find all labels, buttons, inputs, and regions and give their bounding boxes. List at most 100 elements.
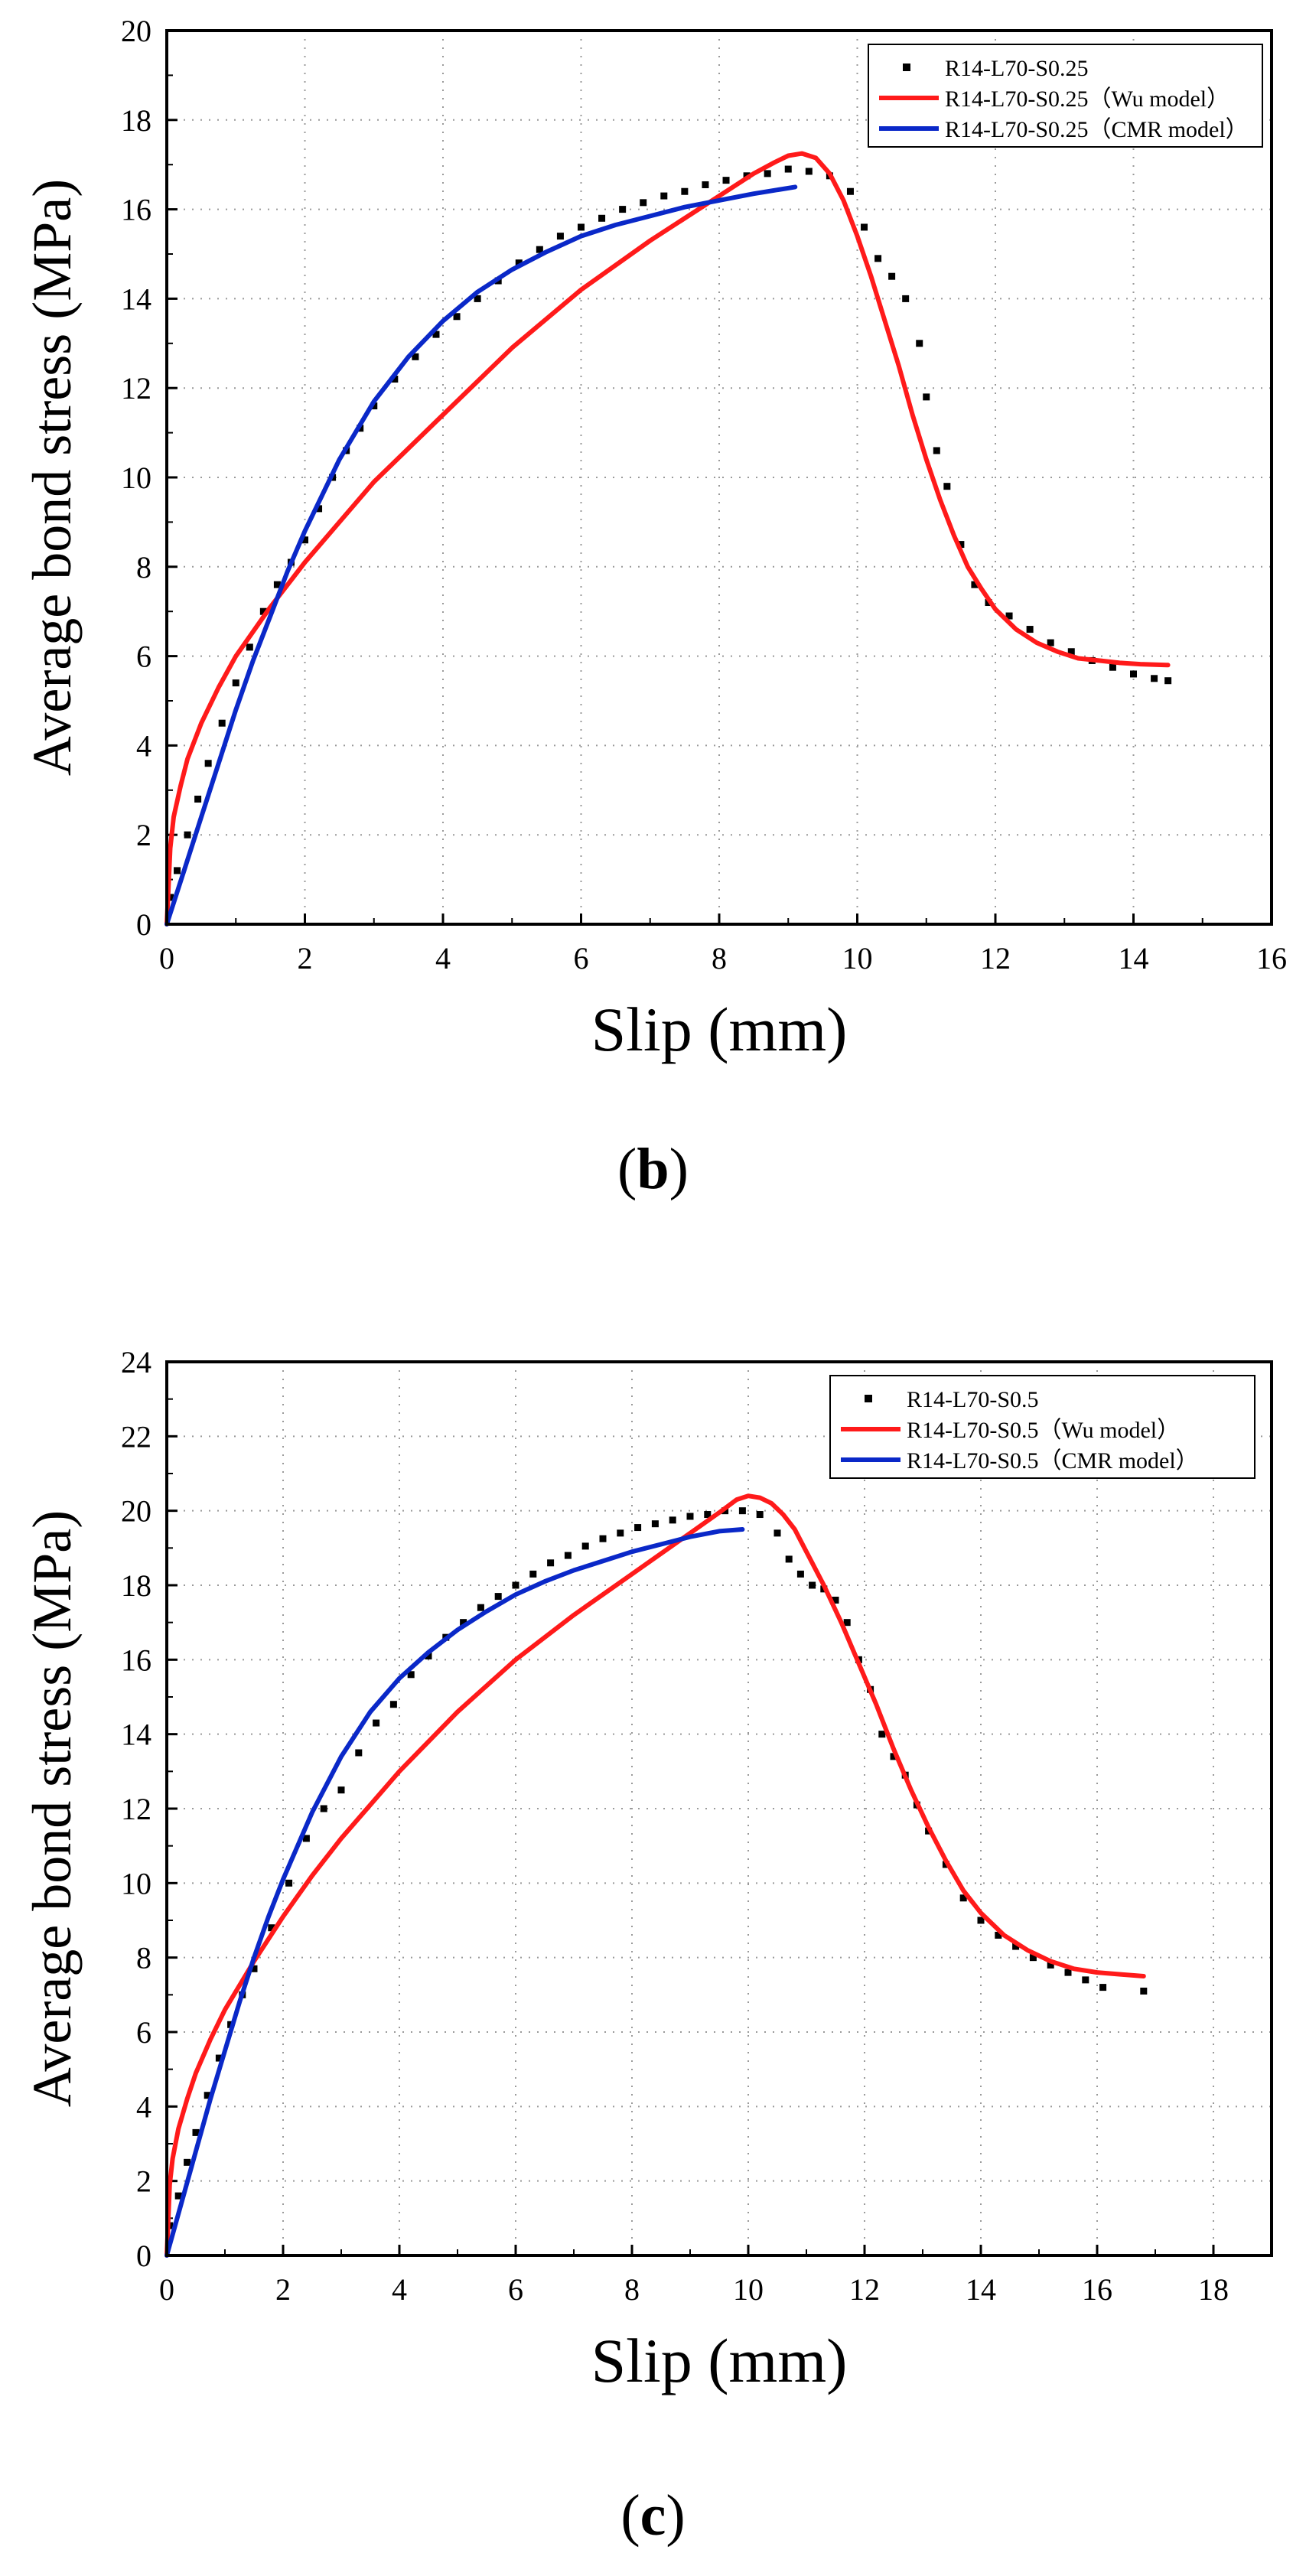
chart-b-experimental-point xyxy=(391,376,399,383)
chart-b-experimental-point xyxy=(273,581,281,588)
chart-c-experimental-point xyxy=(192,2128,200,2136)
chart-b-experimental-point xyxy=(184,831,191,839)
chart-c-ytick-label: 10 xyxy=(121,1866,151,1900)
chart-c-legend-box xyxy=(829,1375,1256,1479)
chart-panel-b: 0 2 4 6 8 10 12 14 16 0 2 4 6 8 10 12 14 16 18 20 R14-L70-S0… xyxy=(21,14,1287,1201)
chart-b-experimental-point xyxy=(598,214,606,222)
chart-c-experimental-point xyxy=(785,1555,793,1563)
chart-b-experimental-point xyxy=(784,165,792,173)
chart-c-experimental-point xyxy=(184,2158,191,2166)
chart-c-plot-frame xyxy=(165,1360,1273,2257)
chart-c-experimental-point xyxy=(1047,1961,1054,1969)
chart-c-experimental-point xyxy=(320,1805,327,1812)
chart-b-ytick-label: 14 xyxy=(121,282,151,316)
chart-b-experimental-point xyxy=(204,760,212,767)
chart-b-experimental-point xyxy=(1130,670,1137,678)
chart-b-experimental-point xyxy=(174,867,181,874)
chart-panel-c: 0 2 4 6 8 10 12 14 16 18 0 2 4 6 8 10 12 14 16 18 20 22 24 R14-… xyxy=(0,1301,1306,2576)
chart-c-ytick-label: 12 xyxy=(121,1792,151,1826)
chart-c-experimental-point xyxy=(1064,1969,1072,1976)
chart-c-experimental-point xyxy=(1140,1987,1148,1995)
chart-c-ytick-label: 20 xyxy=(121,1494,151,1529)
chart-b-xtick-label: 0 xyxy=(159,941,174,975)
chart-c-experimental-point xyxy=(977,1917,985,1924)
chart-b-experimental-point xyxy=(1164,677,1172,685)
chart-b-experimental-point xyxy=(194,795,202,803)
chart-c-wu-model-line xyxy=(164,1493,1146,2258)
chart-b-experimental-point xyxy=(971,581,979,588)
chart-b-experimental-point xyxy=(474,295,481,302)
chart-b-experimental-point xyxy=(933,447,940,454)
chart-b-experimental-point xyxy=(681,187,689,195)
chart-c-experimental-point xyxy=(581,1542,589,1550)
chart-c-xtick-label: 6 xyxy=(508,2272,523,2307)
chart-c-experimental-point xyxy=(1099,1984,1107,1991)
chart-c-legend-label: R14-L70-S0.5（CMR model） xyxy=(907,1448,1199,1474)
chart-b-ytick-label: 20 xyxy=(121,14,151,48)
chart-b-legend-label: R14-L70-S0.25（CMR model） xyxy=(945,117,1249,142)
chart-c-experimental-point xyxy=(215,2054,223,2062)
chart-b-y-axis-label: Average bond stress (MPa) xyxy=(21,179,83,776)
chart-c-experimental-point xyxy=(1082,1976,1089,1984)
chart-c-experimental-point xyxy=(425,1652,432,1659)
chart-c-ytick-label: 22 xyxy=(121,1419,151,1454)
chart-b-experimental-point xyxy=(722,177,730,184)
chart-c-ytick-label: 8 xyxy=(136,1941,151,1975)
chart-c-legend-label: R14-L70-S0.5（Wu model） xyxy=(907,1418,1180,1443)
chart-b-experimental-point xyxy=(232,679,239,687)
chart-c-xtick-label: 14 xyxy=(966,2272,996,2307)
chart-c-experimental-point xyxy=(494,1593,502,1601)
chart-c-legend-label: R14-L70-S0.5 xyxy=(907,1387,1039,1412)
chart-b-experimental-point xyxy=(943,483,951,490)
chart-b-experimental-point xyxy=(515,259,523,267)
chart-b-experimental-point xyxy=(246,643,253,651)
caption-c-letter: c xyxy=(640,2483,666,2548)
chart-c-experimental-point xyxy=(774,1529,781,1537)
chart-c-xtick-label: 2 xyxy=(275,2272,291,2307)
chart-b-experimental-point xyxy=(957,541,965,549)
chart-b-legend-label: R14-L70-S0.25（Wu model） xyxy=(945,86,1229,112)
chart-c-xtick-label: 16 xyxy=(1082,2272,1112,2307)
chart-c-experimental-point xyxy=(738,1507,746,1515)
chart-c-experimental-point xyxy=(174,2192,182,2200)
chart-b-experimental-point xyxy=(619,206,627,213)
chart-c-experimental-point xyxy=(389,1701,397,1708)
chart-b-ytick-label: 0 xyxy=(136,907,151,942)
chart-c-ytick-label: 18 xyxy=(121,1568,151,1603)
chart-c-experimental-point xyxy=(878,1731,886,1738)
chart-c-xtick-label: 10 xyxy=(733,2272,764,2307)
chart-b-experimental-point xyxy=(432,331,440,338)
chart-b-ytick-label: 2 xyxy=(136,818,151,852)
chart-c-ytick-label: 24 xyxy=(121,1345,151,1379)
chart-b-ytick-label: 12 xyxy=(121,371,151,405)
chart-b-ytick-label: 8 xyxy=(136,550,151,585)
chart-b-svg: 0 2 4 6 8 10 12 14 16 0 2 4 6 8 10 12 14 16 18 20 R14-L70-S0… xyxy=(21,14,1287,1064)
chart-b-ytick-label: 6 xyxy=(136,640,151,674)
chart-b-experimental-point xyxy=(1151,675,1158,682)
chart-b-experimental-point xyxy=(1109,663,1116,671)
chart-c-experimental-point xyxy=(460,1619,467,1627)
chart-c-experimental-point xyxy=(373,1719,380,1727)
chart-c-experimental-point xyxy=(1029,1954,1037,1962)
chart-c-xtick-label: 0 xyxy=(159,2272,174,2307)
caption-b-letter: b xyxy=(637,1137,669,1201)
chart-b-ytick-label: 4 xyxy=(136,728,151,763)
chart-c-experimental-point xyxy=(564,1552,572,1559)
chart-c-experimental-point xyxy=(843,1619,851,1627)
chart-c-ytick-label: 14 xyxy=(121,1718,151,1752)
chart-b-ytick-label: 16 xyxy=(121,193,151,227)
chart-c-experimental-point xyxy=(337,1786,345,1794)
chart-b-xtick-label: 10 xyxy=(842,941,873,975)
chart-b-wu-model-line xyxy=(164,151,1171,927)
chart-c-experimental-point xyxy=(796,1570,804,1578)
chart-b-experimental-point xyxy=(1047,639,1054,646)
chart-c-experimental-point xyxy=(512,1581,519,1589)
chart-c-experimental-point xyxy=(407,1671,415,1679)
chart-c-experimental-point xyxy=(959,1894,967,1902)
chart-c-experimental-point xyxy=(809,1581,816,1589)
chart-b-experimental-point xyxy=(1005,612,1013,620)
chart-b-experimental-point xyxy=(640,199,647,207)
chart-c-experimental-point xyxy=(268,1924,275,1932)
chart-c-legend-marker xyxy=(865,1395,872,1402)
chart-b-experimental-point xyxy=(218,719,226,727)
